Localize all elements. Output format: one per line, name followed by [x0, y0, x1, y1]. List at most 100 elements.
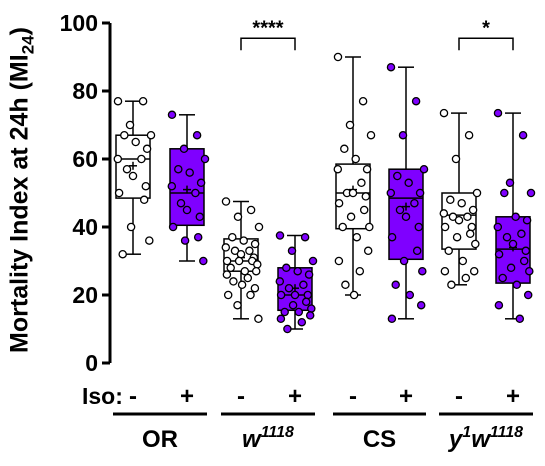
group-y1w1118-iso-minus-point [444, 246, 453, 256]
group-y1w1118-iso-minus-point [446, 195, 455, 205]
group-OR-iso-minus-point [139, 195, 149, 205]
iso-sign-7: + [506, 383, 520, 410]
group-w1118-iso-plus-point [297, 317, 307, 327]
group-w1118-iso-plus-point [284, 283, 294, 293]
group-OR-iso-plus-point [168, 222, 178, 232]
group-y1w1118-iso-plus-point [493, 108, 503, 118]
group-CS-iso-plus-point [410, 198, 419, 208]
iso-sign-1: + [180, 383, 194, 410]
group-CS-iso-minus-point [366, 130, 376, 140]
group-w1118-iso-minus-point [223, 290, 233, 300]
group-y1w1118-iso-plus-point [518, 130, 528, 140]
group-w1118-iso-plus-point [303, 290, 313, 300]
group-OR-iso-minus-point [122, 164, 132, 174]
group-OR-iso-plus-point [167, 110, 177, 120]
group-w1118-iso-plus-point [299, 280, 308, 290]
group-y1w1118-iso-plus-point [502, 232, 512, 242]
group-y1w1118-iso-minus-point [439, 209, 449, 218]
group-CS-iso-minus-point [355, 266, 365, 276]
group-w1118-iso-plus-point [280, 307, 289, 317]
group-w1118-iso-minus-point [233, 300, 242, 310]
group-OR-iso-minus-point [126, 222, 136, 232]
group-w1118-iso-minus-point [226, 263, 235, 273]
genotype-label-y1w1118: y1w1118 [448, 424, 523, 453]
y-tick-label-40: 40 [72, 214, 98, 240]
group-CS-iso-minus-point [348, 188, 358, 198]
group-w1118-iso-plus-point [275, 231, 285, 240]
significance-bracket-0 [240, 37, 296, 51]
group-w1118-iso-minus-point [233, 212, 243, 222]
group-CS-iso-minus-point [358, 96, 368, 106]
group-w1118-iso-plus-point [282, 263, 291, 273]
group-y1w1118-iso-minus-point [457, 198, 466, 208]
group-y1w1118-iso-plus-point [505, 178, 515, 188]
group-y1w1118-iso-minus-point [439, 108, 449, 118]
group-w1118-iso-plus-point [301, 297, 311, 307]
group-y1w1118-iso-minus-point [458, 256, 468, 266]
group-CS-iso-plus-point [405, 290, 415, 300]
y-tick-label-0: 0 [85, 350, 98, 376]
group-OR-iso-plus-point [195, 212, 205, 222]
group-w1118-iso-minus-point [245, 246, 254, 256]
group-CS-iso-plus-point [387, 232, 397, 242]
y-tick-label-80: 80 [72, 78, 98, 104]
y-tick-label-60: 60 [72, 146, 98, 172]
significance-label-0: **** [252, 17, 283, 39]
genotype-label-CS: CS [363, 426, 396, 453]
iso-sign-5: + [399, 383, 413, 410]
group-y1w1118-iso-plus-point [512, 280, 522, 290]
iso-label: Iso: [82, 383, 123, 409]
group-y1w1118-iso-minus-point [471, 239, 480, 249]
group-y1w1118-iso-minus-point [467, 222, 477, 232]
group-y1w1118-iso-plus-point [521, 246, 531, 256]
group-OR-iso-plus-point [192, 130, 202, 140]
group-OR-iso-minus-point [145, 236, 154, 245]
group-w1118-iso-minus-point [222, 270, 232, 279]
group-w1118-iso-plus-point [307, 304, 316, 313]
group-CS-iso-minus-point [357, 178, 366, 188]
group-y1w1118-iso-plus-point [511, 212, 520, 222]
group-w1118-iso-minus-point [234, 256, 244, 266]
group-y1w1118-iso-minus-point [452, 232, 462, 242]
group-OR-iso-minus-point [120, 130, 129, 140]
group-w1118-iso-plus-point [288, 300, 298, 310]
group-w1118-iso-minus-point [254, 314, 263, 324]
group-CS-iso-minus-point [334, 198, 344, 208]
y-tick-label-20: 20 [72, 282, 98, 308]
group-y1w1118-iso-plus-point [494, 249, 504, 259]
group-y1w1118-iso-minus-point [464, 130, 474, 140]
group-OR-iso-minus-point [113, 154, 123, 164]
group-w1118-iso-minus-point [229, 277, 238, 286]
group-y1w1118-iso-minus-point [469, 266, 479, 276]
group-OR-iso-plus-point [174, 164, 183, 174]
group-w1118-iso-minus-point [250, 239, 260, 249]
group-y1w1118-iso-plus-point [526, 188, 536, 198]
group-CS-iso-minus-point [341, 280, 350, 290]
group-OR-iso-plus-point [179, 144, 189, 154]
group-OR-iso-plus-point [176, 198, 186, 208]
group-OR-iso-plus-point [193, 232, 203, 242]
group-OR-iso-minus-point [142, 144, 152, 154]
group-y1w1118-iso-plus-point [523, 290, 533, 300]
group-CS-iso-plus-point [399, 256, 409, 266]
group-CS-iso-minus-point [334, 256, 344, 266]
group-w1118-iso-plus-point [293, 266, 302, 276]
group-CS-iso-plus-point [411, 96, 421, 106]
group-y1w1118-iso-plus-point [522, 215, 532, 225]
group-CS-iso-plus-point [404, 178, 413, 188]
group-w1118-iso-minus-point [237, 280, 247, 290]
group-w1118-iso-minus-point [222, 256, 232, 266]
group-w1118-iso-plus-point [300, 232, 310, 242]
iso-sign-6: - [455, 383, 463, 410]
group-y1w1118-iso-plus-point [525, 266, 534, 276]
group-y1w1118-iso-minus-point [454, 215, 464, 225]
iso-sign-2: - [237, 383, 245, 410]
group-CS-iso-minus-point [352, 232, 362, 242]
group-y1w1118-iso-minus-point [447, 280, 456, 290]
group-OR-iso-minus-point [146, 130, 156, 140]
group-CS-iso-plus-point [416, 300, 426, 310]
group-w1118-iso-plus-point [276, 290, 286, 300]
group-y1w1118-iso-plus-point [515, 314, 525, 324]
group-w1118-iso-minus-point [246, 290, 255, 300]
